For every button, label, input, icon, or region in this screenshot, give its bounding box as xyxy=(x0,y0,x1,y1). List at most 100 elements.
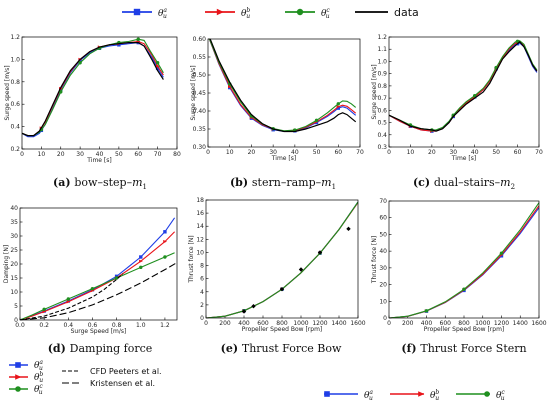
top-legend-marker-a xyxy=(133,8,141,16)
series-line-c xyxy=(208,39,357,132)
axes-frame xyxy=(19,207,178,321)
x-tick-label: 1000 xyxy=(293,320,308,327)
plot-area xyxy=(389,39,538,133)
series-marker-c xyxy=(515,39,520,43)
x-axis-label: Surge Speed [m/s] xyxy=(71,328,127,335)
chart-b: 0 10 20 30 40 50 60 70 0.30 0.35 0.40 0.45 0.50 0.55 0… xyxy=(190,36,364,162)
y-tick-label: 0.4 xyxy=(377,132,387,139)
caption-d-index: (d) xyxy=(48,342,70,355)
series-marker-b xyxy=(66,300,71,304)
x-tick-label: 1000 xyxy=(475,320,490,327)
y-tick-label: 0.5 xyxy=(377,120,387,127)
x-tick-label: 60 xyxy=(134,151,142,158)
series-line-c xyxy=(389,202,539,318)
legend-d-label-sup: b xyxy=(39,371,43,378)
y-tick-label: 1.0 xyxy=(377,58,387,65)
y-tick-label: 1.2 xyxy=(377,34,387,41)
series-line-c xyxy=(22,38,164,137)
top-legend-label-sup: c xyxy=(326,7,330,14)
series-marker-c xyxy=(90,286,95,291)
caption-b-text: stern–ramp– xyxy=(252,176,322,189)
caption-b: (b) stern–ramp–m1 xyxy=(230,176,336,191)
series-marker-c xyxy=(136,37,140,41)
y-tick-label: 30 xyxy=(379,265,387,272)
x-axis-label: Time [s] xyxy=(271,155,296,162)
caption-f: (f) Thrust Force Stern xyxy=(401,342,526,355)
x-tick-label: 0 xyxy=(206,149,210,156)
caption-f-text: Thrust Force Stern xyxy=(420,342,526,355)
x-tick-label: 1200 xyxy=(312,320,327,327)
top-legend-label-symbol: θ xyxy=(241,9,247,19)
y-tick-label: 35 xyxy=(10,219,18,226)
plot-area xyxy=(206,201,358,318)
x-tick-label: 30 xyxy=(449,149,457,156)
x-tick-label: 70 xyxy=(356,149,364,156)
x-tick-label: 1400 xyxy=(331,320,346,327)
top-legend-label-sub: u xyxy=(163,13,167,20)
series-marker-c xyxy=(42,307,46,312)
caption-e-index: (e) xyxy=(221,342,242,355)
y-tick-label: 0 xyxy=(14,317,18,324)
series-line-data xyxy=(209,39,357,133)
y-tick-label: 0 xyxy=(200,315,204,322)
x-tick-label: 60 xyxy=(514,149,522,156)
x-tick-label: 20 xyxy=(248,149,256,156)
top-legend-label-sup: a xyxy=(163,7,167,14)
legend-d-label-sup: a xyxy=(39,359,43,366)
x-tick-label: 0 xyxy=(204,320,208,327)
series-marker-a xyxy=(336,106,340,110)
x-tick-label: 1400 xyxy=(513,320,528,327)
caption-b-index: (b) xyxy=(230,176,252,189)
series-marker-a xyxy=(228,85,232,90)
bottom-legend-marker-b xyxy=(418,391,425,397)
plot-area xyxy=(208,39,357,133)
x-tick-label: 10 xyxy=(226,149,234,156)
y-axis-label: Damping [N] xyxy=(3,245,10,283)
legend-marker-b xyxy=(15,374,22,380)
bottom-legend: θa u θb u θc u xyxy=(324,389,505,402)
x-tick-label: 400 xyxy=(421,320,433,327)
y-tick-label: 14 xyxy=(196,223,204,230)
legend-d-label-c: θc u xyxy=(34,383,43,396)
legend-d-label-symbol: θ xyxy=(34,385,40,395)
series-marker-c xyxy=(59,90,63,94)
series-marker-c xyxy=(163,255,167,259)
caption-a-m: m xyxy=(132,176,142,189)
y-tick-label: 18 xyxy=(196,197,204,204)
x-tick-label: 1600 xyxy=(350,320,365,327)
x-tick-label: 50 xyxy=(115,151,123,158)
x-tick-label: 600 xyxy=(257,320,269,327)
y-tick-label: 8 xyxy=(200,263,204,270)
series-marker-a xyxy=(155,66,160,71)
bottom-legend-label-sub: u xyxy=(435,395,439,402)
series-marker-c xyxy=(314,118,319,123)
caption-d-text: Damping force xyxy=(70,342,153,355)
series-marker-b xyxy=(139,259,143,263)
series-line-a xyxy=(22,42,164,138)
y-tick-label: 5 xyxy=(14,303,18,310)
y-tick-label: 0.40 xyxy=(193,108,207,115)
data-point xyxy=(298,267,304,272)
x-tick-label: 0 xyxy=(387,149,391,156)
x-tick-label: 80 xyxy=(173,151,181,158)
bottom-legend-label-symbol: θ xyxy=(364,391,370,401)
series-marker-c xyxy=(499,251,504,255)
series-marker-a xyxy=(139,255,143,259)
x-tick-label: 0.4 xyxy=(64,322,74,329)
bottom-legend-label-b: θb u xyxy=(430,389,439,402)
x-tick-label: 10 xyxy=(38,151,46,158)
series-line-a xyxy=(206,201,358,318)
legend-d-label-a: θa u xyxy=(34,359,43,372)
y-tick-label: 10 xyxy=(379,298,387,305)
bottom-legend-label-c: θc u xyxy=(496,389,505,402)
y-tick-label: 0.45 xyxy=(193,90,207,97)
caption-c-m: m xyxy=(500,176,510,189)
chart-e: 0 200 400 600 800 1000 1200 1400 1600 0 2 4 6 8 10 12 14… xyxy=(188,197,366,333)
y-axis-label: Surge speed [m/s] xyxy=(4,65,11,120)
bottom-legend-label-sup: c xyxy=(501,389,505,396)
y-tick-label: 0.4 xyxy=(10,124,20,131)
y-tick-label: 0.9 xyxy=(377,71,387,78)
x-tick-label: 20 xyxy=(428,149,436,156)
x-tick-label: 1.0 xyxy=(136,322,146,329)
